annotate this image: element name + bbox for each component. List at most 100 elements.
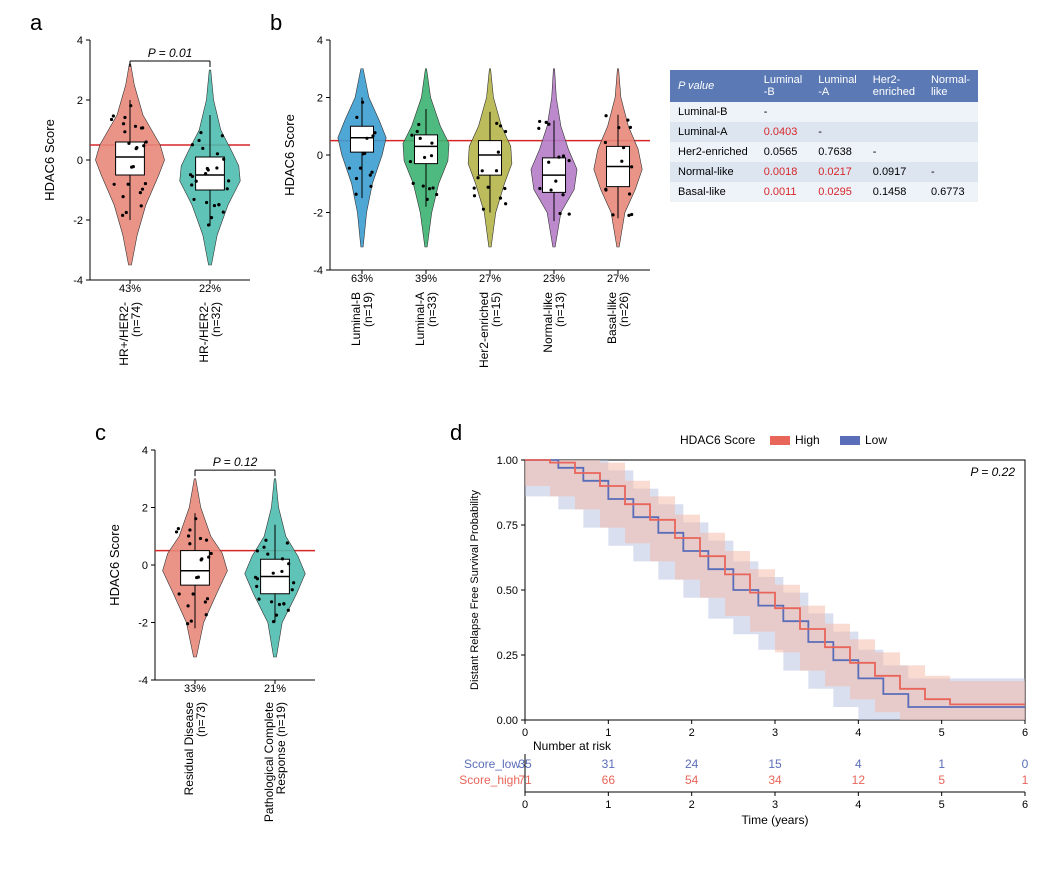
svg-text:P = 0.12: P = 0.12: [213, 455, 258, 469]
pvalue-cell: [865, 122, 923, 142]
svg-text:2: 2: [689, 799, 695, 811]
svg-text:43%: 43%: [119, 283, 141, 295]
svg-text:Time (years): Time (years): [742, 813, 809, 827]
svg-text:27%: 27%: [479, 273, 501, 285]
svg-text:21%: 21%: [264, 683, 286, 695]
pvalue-row-label: Basal-like: [670, 182, 756, 202]
svg-text:4: 4: [855, 799, 861, 811]
pvalue-cell: [923, 142, 978, 162]
pvalue-row-label: Luminal-B: [670, 102, 756, 122]
pvalue-row-label: Normal-like: [670, 162, 756, 182]
panel-c-chart: -4-2024HDAC6 Score33%Residual Disease(n=…: [105, 430, 325, 860]
svg-text:12: 12: [852, 773, 866, 787]
svg-text:High: High: [795, 433, 820, 447]
pvalue-cell: -: [810, 122, 865, 142]
svg-text:4: 4: [855, 727, 861, 739]
pvalue-cell: [810, 102, 865, 122]
svg-text:63%: 63%: [351, 273, 373, 285]
svg-text:1: 1: [605, 727, 611, 739]
svg-text:24: 24: [685, 757, 699, 771]
svg-text:0: 0: [522, 799, 528, 811]
svg-text:Distant Relapse Free Survival: Distant Relapse Free Survival Probabilit…: [469, 490, 481, 690]
figure-root: a -4-2024HDAC6 Score43%HR+/HER2-(n=74)22…: [10, 10, 1040, 868]
svg-text:Low: Low: [865, 433, 887, 447]
svg-text:HDAC6 Score: HDAC6 Score: [107, 524, 122, 606]
pvalue-cell: 0.0917: [865, 162, 923, 182]
svg-text:HDAC6 Score: HDAC6 Score: [282, 114, 297, 196]
svg-text:-2: -2: [138, 618, 148, 630]
svg-text:6: 6: [1022, 799, 1028, 811]
svg-text:Number at risk: Number at risk: [533, 739, 612, 753]
svg-text:(n=33): (n=33): [425, 292, 439, 327]
svg-text:4: 4: [77, 35, 83, 47]
svg-text:5: 5: [939, 727, 945, 739]
svg-text:39%: 39%: [415, 273, 437, 285]
svg-text:33%: 33%: [184, 683, 206, 695]
pvalue-cell: 0.0217: [810, 162, 865, 182]
svg-text:54: 54: [685, 773, 699, 787]
svg-text:-2: -2: [73, 215, 83, 227]
svg-text:66: 66: [602, 773, 616, 787]
svg-text:(n=74): (n=74): [129, 302, 143, 337]
pvalue-row-label: Luminal-A: [670, 122, 756, 142]
svg-text:HDAC6 Score_high: HDAC6 Score_high: [460, 773, 520, 787]
svg-text:HDAC6 Score: HDAC6 Score: [42, 119, 57, 201]
pvalue-cell: 0.0011: [756, 182, 811, 202]
svg-text:Response (n=19): Response (n=19): [274, 702, 288, 794]
pvalue-cell: 0.0018: [756, 162, 811, 182]
pvalue-table-header: P value: [670, 70, 756, 102]
svg-text:1: 1: [1022, 773, 1029, 787]
pvalue-cell: 0.0403: [756, 122, 811, 142]
svg-text:3: 3: [772, 799, 778, 811]
svg-text:27%: 27%: [607, 273, 629, 285]
svg-text:0: 0: [1022, 757, 1029, 771]
svg-text:4: 4: [142, 445, 148, 457]
pvalue-cell: [923, 122, 978, 142]
svg-text:-2: -2: [313, 208, 323, 220]
svg-text:31: 31: [602, 757, 616, 771]
pvalue-cell: 0.0295: [810, 182, 865, 202]
svg-text:3: 3: [772, 727, 778, 739]
svg-text:2: 2: [77, 95, 83, 107]
pvalue-table-header: Luminal-A: [810, 70, 865, 102]
pvalue-cell: -: [756, 102, 811, 122]
svg-text:(n=26): (n=26): [617, 292, 631, 327]
svg-text:2: 2: [142, 503, 148, 515]
svg-text:P = 0.22: P = 0.22: [970, 465, 1015, 479]
svg-text:1: 1: [938, 757, 945, 771]
svg-text:5: 5: [939, 799, 945, 811]
svg-text:0.25: 0.25: [497, 650, 518, 662]
pvalue-table-header: Normal-like: [923, 70, 978, 102]
svg-text:4: 4: [317, 35, 323, 47]
pvalue-table-header: Her2-enriched: [865, 70, 923, 102]
pvalue-table-header: Luminal-B: [756, 70, 811, 102]
pvalue-cell: 0.7638: [810, 142, 865, 162]
svg-text:-4: -4: [73, 275, 83, 287]
svg-text:5: 5: [938, 773, 945, 787]
pvalue-cell: [865, 102, 923, 122]
pvalue-cell: -: [923, 162, 978, 182]
svg-text:-4: -4: [313, 265, 323, 277]
svg-text:1: 1: [605, 799, 611, 811]
svg-text:0: 0: [77, 155, 83, 167]
pvalue-cell: [923, 102, 978, 122]
svg-text:(n=19): (n=19): [361, 292, 375, 327]
svg-text:P = 0.01: P = 0.01: [148, 46, 193, 60]
svg-text:(n=13): (n=13): [553, 292, 567, 327]
svg-text:0.50: 0.50: [497, 585, 518, 597]
pvalue-cell: 0.6773: [923, 182, 978, 202]
pvalue-row-label: Her2-enriched: [670, 142, 756, 162]
svg-text:34: 34: [768, 773, 782, 787]
svg-text:2: 2: [689, 727, 695, 739]
svg-text:4: 4: [855, 757, 862, 771]
panel-a-chart: -4-2024HDAC6 Score43%HR+/HER2-(n=74)22%H…: [40, 20, 260, 390]
svg-text:0: 0: [142, 560, 148, 572]
svg-text:2: 2: [317, 93, 323, 105]
pvalue-cell: -: [865, 142, 923, 162]
svg-text:HDAC6 Score: HDAC6 Score: [680, 433, 756, 447]
svg-text:0: 0: [522, 727, 528, 739]
panel-b-pvalue-table: P valueLuminal-BLuminal-AHer2-enrichedNo…: [670, 70, 978, 202]
panel-b-chart: -4-2024HDAC6 Score63%Luminal-B(n=19)39%L…: [280, 20, 660, 390]
svg-text:HDAC6 Score_low: HDAC6 Score_low: [460, 757, 520, 771]
svg-text:22%: 22%: [199, 283, 221, 295]
